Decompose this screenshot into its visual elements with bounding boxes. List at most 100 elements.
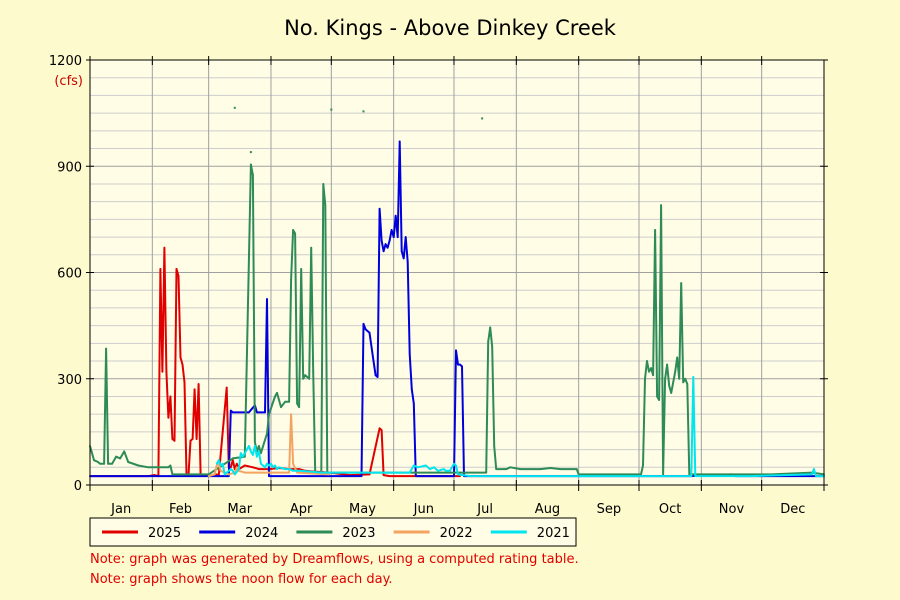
series-point-2021	[469, 475, 471, 478]
series-point-2021	[428, 468, 431, 470]
series-point-2025	[191, 438, 194, 440]
series-point-2024	[406, 260, 409, 263]
series-point-2023	[137, 464, 140, 467]
y-tick-label: 900	[57, 160, 82, 175]
series-point-2023	[660, 204, 663, 207]
series-point-2023	[644, 377, 646, 380]
series-point-2023	[489, 326, 492, 329]
series-point-2024	[384, 243, 387, 246]
legend-label-2024: 2024	[245, 526, 278, 541]
series-point-2024	[386, 246, 389, 249]
series-point-2023	[231, 457, 234, 460]
note-noon-flow: Note: graph shows the noon flow for each…	[90, 572, 393, 587]
series-point-2023	[428, 471, 431, 474]
series-point-2023	[300, 268, 303, 270]
series-point-2025	[179, 356, 182, 359]
series-point-2023	[296, 402, 299, 405]
series-point-2024	[266, 298, 268, 300]
series-point-2025	[161, 370, 164, 373]
series-point-2023	[650, 367, 652, 370]
series-point-2024	[229, 409, 232, 412]
x-tick-label: Mar	[228, 502, 253, 517]
series-point-2021	[298, 469, 301, 472]
series-point-2021	[264, 466, 266, 469]
series-point-2023	[505, 468, 508, 470]
series-point-2023	[487, 340, 490, 343]
series-point-2022	[227, 473, 230, 476]
series-point-2021	[453, 462, 455, 465]
series-point-2025	[388, 475, 391, 478]
x-tick-label: Aug	[535, 502, 560, 517]
series-point-2021	[251, 453, 254, 456]
series-point-2023	[115, 455, 118, 458]
series-point-2021	[308, 470, 311, 473]
series-point-2023	[251, 174, 254, 177]
series-point-2024	[394, 214, 397, 217]
series-point-2021	[443, 468, 445, 470]
series-point-2021	[249, 450, 252, 453]
series-point-2023	[680, 282, 683, 285]
series-point-2024	[360, 475, 363, 478]
series-point-2023	[678, 377, 681, 380]
series-point-2021	[274, 464, 276, 467]
series-point-2023	[294, 232, 297, 235]
series-point-2025	[193, 388, 196, 391]
series-point-2021	[266, 462, 268, 465]
y-tick-label: 1200	[49, 54, 82, 69]
series-point-2023	[676, 356, 679, 359]
outlier-point	[330, 108, 333, 111]
series-point-2021	[268, 464, 270, 467]
series-point-2022	[296, 471, 299, 474]
series-point-2023	[290, 278, 292, 281]
series-point-2025	[229, 466, 232, 469]
series-point-2023	[276, 392, 278, 394]
series-point-2022	[213, 473, 216, 476]
series-point-2023	[519, 468, 522, 470]
series-point-2023	[243, 455, 246, 458]
x-tick-label: Jan	[110, 502, 131, 517]
series-point-2023	[147, 466, 150, 469]
series-point-2021	[412, 464, 415, 467]
series-point-2022	[207, 475, 210, 478]
series-point-2022	[288, 471, 290, 474]
series-point-2024	[459, 363, 461, 366]
series-point-2023	[97, 461, 99, 463]
series-point-2024	[362, 322, 365, 325]
series-point-2023	[459, 471, 461, 474]
series-point-2021	[215, 462, 218, 465]
series-point-2023	[310, 246, 313, 249]
series-point-2024	[457, 363, 459, 366]
series-point-2023	[288, 400, 290, 403]
series-point-2023	[577, 473, 580, 476]
series-point-2024	[402, 257, 405, 260]
series-point-2022	[243, 471, 246, 474]
series-point-2023	[268, 413, 270, 416]
series-point-2023	[105, 347, 107, 350]
series-point-2023	[284, 400, 286, 403]
legend-label-2025: 2025	[148, 526, 181, 541]
series-point-2023	[292, 229, 295, 231]
series-point-2023	[654, 229, 656, 231]
series-point-2021	[750, 475, 753, 478]
series-point-2021	[692, 376, 695, 378]
series-point-2024	[227, 475, 230, 478]
series-point-2023	[123, 450, 126, 453]
series-point-2023	[298, 406, 301, 408]
series-point-2024	[410, 388, 413, 391]
series-point-2021	[223, 473, 226, 476]
series-point-2024	[382, 250, 385, 253]
series-point-2023	[302, 377, 305, 380]
series-point-2024	[455, 349, 457, 352]
note-rating-table: Note: graph was generated by Dreamflows,…	[90, 552, 579, 567]
series-point-2024	[368, 331, 371, 334]
series-point-2021	[436, 469, 439, 472]
series-point-2025	[225, 386, 228, 389]
series-point-2023	[324, 204, 327, 207]
series-point-2023	[493, 445, 496, 447]
x-tick-label: Feb	[169, 502, 192, 517]
series-point-2023	[111, 462, 114, 465]
series-point-2024	[453, 475, 455, 478]
series-point-2021	[320, 471, 323, 474]
series-point-2024	[408, 353, 411, 355]
